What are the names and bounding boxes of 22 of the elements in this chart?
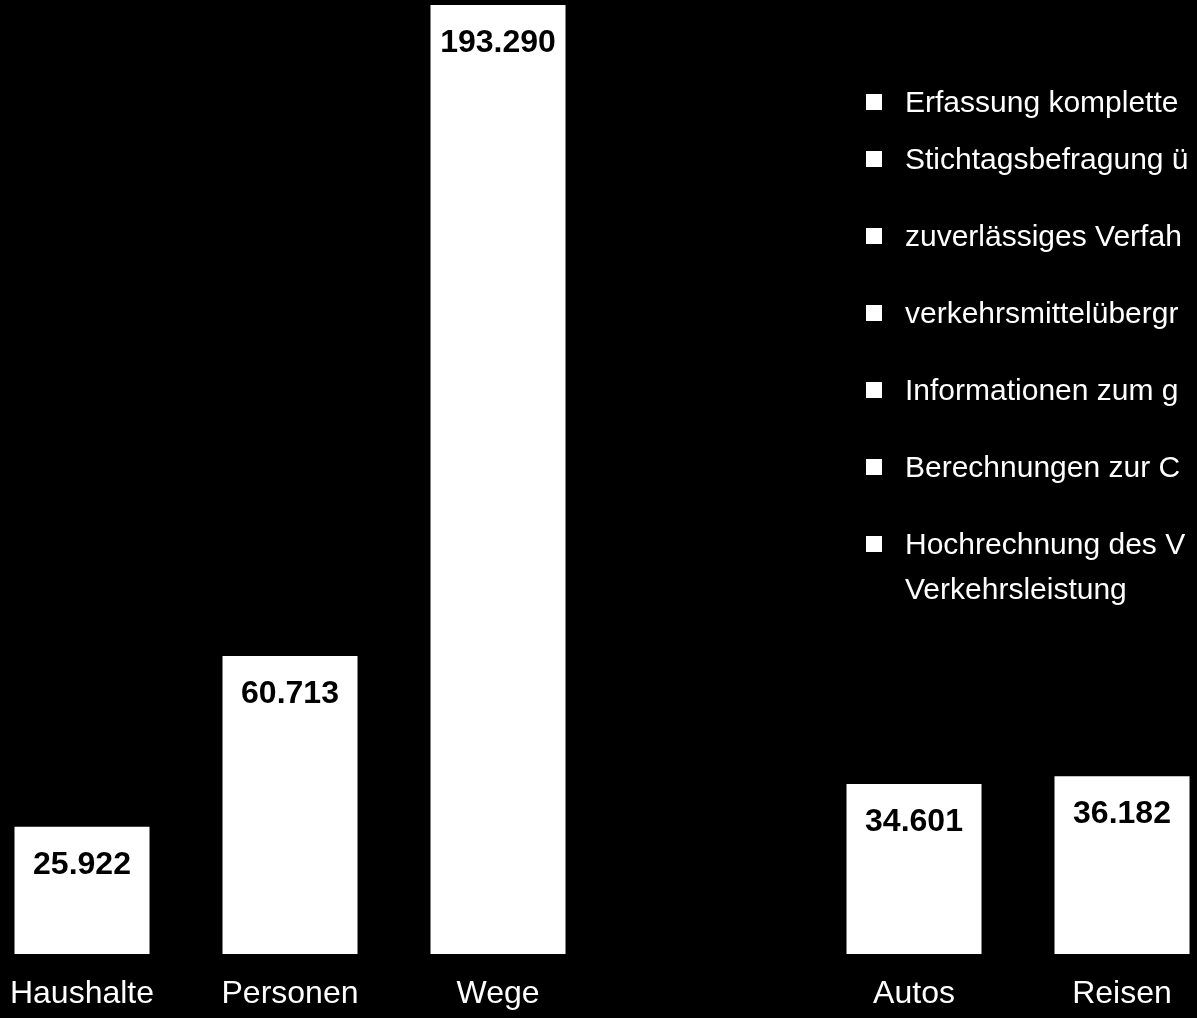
data-label: 60.713 xyxy=(241,673,339,710)
data-label: 193.290 xyxy=(440,23,556,59)
x-tick-label: Haushalte xyxy=(9,974,155,1010)
bar xyxy=(430,5,566,954)
x-tick-label: Autos xyxy=(873,974,955,1010)
bar xyxy=(14,826,150,954)
bar xyxy=(222,655,358,954)
bar xyxy=(1054,776,1190,954)
bar xyxy=(846,784,982,954)
annotation: Hochrechnung des V Verkehrsleistung xyxy=(905,525,1187,607)
data-label: 34.601 xyxy=(865,802,963,839)
annotation: Erfassung komplette xyxy=(905,83,1180,120)
data-label: 36.182 xyxy=(1073,794,1171,831)
annotation: zuverlässiges Verfah xyxy=(905,217,1183,254)
annotation: Berechnungen zur C xyxy=(905,448,1182,485)
data-label: 25.922 xyxy=(33,844,131,881)
x-tick-label: Reisen xyxy=(1072,974,1172,1010)
annotation: verkehrsmittelübergr xyxy=(905,294,1180,331)
annotation: Informationen zum g xyxy=(905,371,1180,408)
annotation: Stichtagsbefragung ü xyxy=(905,140,1190,177)
x-tick-label: Wege xyxy=(456,974,540,1010)
x-tick-label: Personen xyxy=(221,974,359,1010)
